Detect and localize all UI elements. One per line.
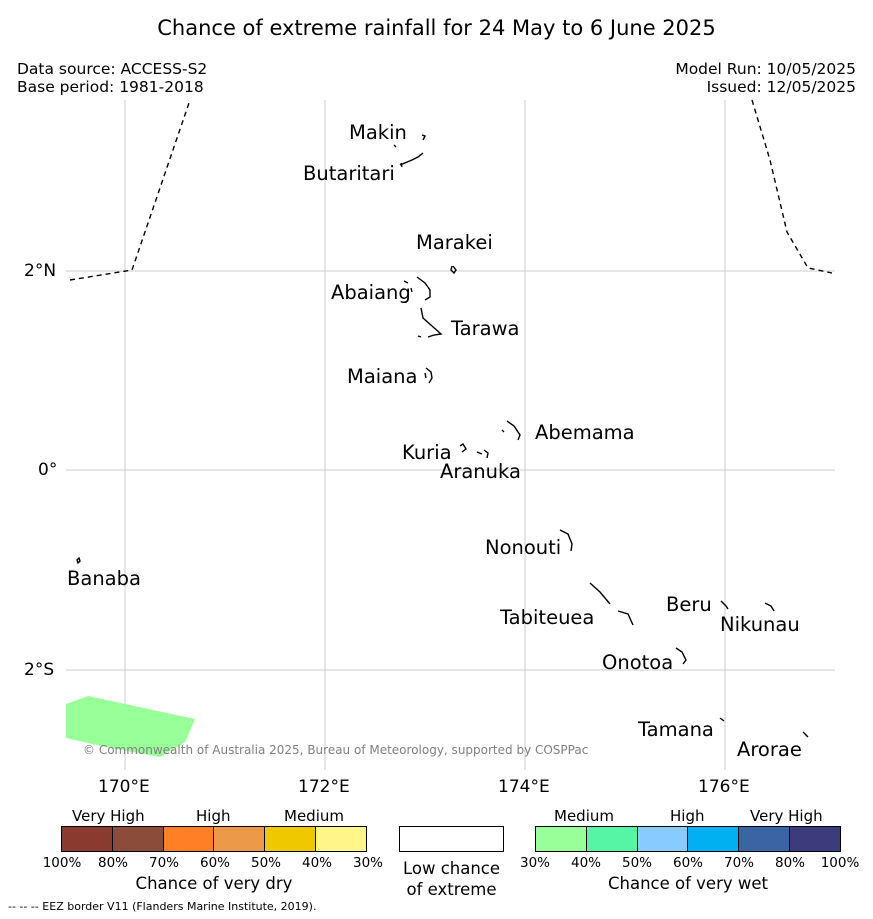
island-abemama <box>501 420 521 441</box>
dry-category-high: High <box>196 807 231 825</box>
place-label-abemama: Abemama <box>535 421 635 444</box>
lat-label-2s: 2°S <box>24 660 55 680</box>
place-label-nikunau: Nikunau <box>720 613 800 636</box>
lat-label-0: 0° <box>38 460 58 480</box>
dry-category-medium: Medium <box>284 807 344 825</box>
wet-tick: 60% <box>672 855 703 871</box>
place-label-tabiteuea: Tabiteuea <box>500 606 595 629</box>
island-marakei <box>450 265 457 275</box>
place-label-kuria: Kuria <box>402 441 452 464</box>
place-label-onotoa: Onotoa <box>602 651 674 674</box>
model-run: Model Run: 10/05/2025 <box>675 60 856 78</box>
wet-color-swatch <box>636 827 688 851</box>
wet-category-very-high: Very High <box>750 807 823 825</box>
lat-label-2n: 2°N <box>24 261 57 281</box>
dry-color-swatch <box>162 827 214 851</box>
dry-tick: 80% <box>97 855 128 871</box>
wet-category-medium: Medium <box>554 807 614 825</box>
wet-legend-title: Chance of very wet <box>608 874 768 893</box>
island-tarawa <box>417 307 443 338</box>
dry-color-swatch <box>111 827 163 851</box>
island-arorae <box>802 731 809 738</box>
eez-border-east <box>751 99 833 274</box>
place-label-maiana: Maiana <box>347 365 418 388</box>
island-tamana <box>719 717 725 722</box>
dry-category-very-high: Very High <box>72 807 145 825</box>
island-maiana <box>424 367 433 384</box>
island-banaba <box>76 556 81 565</box>
dry-legend-title: Chance of very dry <box>135 874 293 893</box>
wet-tick: 70% <box>723 855 754 871</box>
eez-border-west <box>69 99 191 281</box>
wet-color-swatch <box>789 827 840 851</box>
graticule <box>66 100 835 770</box>
dry-tick: 40% <box>301 855 332 871</box>
eez-border-note: -- -- -- EEZ border V11 (Flanders Marine… <box>8 900 317 913</box>
place-label-beru: Beru <box>666 593 712 616</box>
island-beru <box>720 600 729 610</box>
copyright-notice: © Commonwealth of Australia 2025, Bureau… <box>83 743 589 757</box>
place-label-nonouti: Nonouti <box>485 536 562 559</box>
wet-color-swatch <box>536 827 586 851</box>
low-chance-label-line2: of extreme <box>406 880 497 899</box>
dry-color-swatch <box>62 827 112 851</box>
island-butaritari <box>399 152 424 168</box>
lon-label-170e: 170°E <box>98 777 150 797</box>
dry-color-swatch <box>264 827 316 851</box>
low-chance-swatch <box>399 826 504 852</box>
dry-color-swatch <box>213 827 265 851</box>
island-onotoa <box>675 647 687 665</box>
wet-color-swatch <box>687 827 739 851</box>
map-title: Chance of extreme rainfall for 24 May to… <box>157 16 716 40</box>
island-nikunau <box>764 602 775 612</box>
place-label-butaritari: Butaritari <box>303 162 395 185</box>
place-label-banaba: Banaba <box>67 567 141 590</box>
wet-tick: 40% <box>570 855 601 871</box>
place-label-arorae: Arorae <box>737 738 802 761</box>
dry-tick: 60% <box>199 855 230 871</box>
island-nonouti <box>559 529 573 552</box>
lon-label-174e: 174°E <box>498 777 550 797</box>
island-abaiang <box>403 276 431 301</box>
wet-tick: 100% <box>820 855 860 871</box>
wet-tick: 50% <box>621 855 652 871</box>
wet-tick: 80% <box>774 855 805 871</box>
low-chance-label-line1: Low chance <box>402 859 501 878</box>
dry-tick: 50% <box>250 855 281 871</box>
island-tabiteuea <box>589 582 634 626</box>
place-label-tamana: Tamana <box>638 718 714 741</box>
wet-color-swatch <box>738 827 790 851</box>
lon-label-172e: 172°E <box>298 777 350 797</box>
place-label-makin: Makin <box>349 121 407 144</box>
place-label-abaiang: Abaiang <box>331 281 411 304</box>
base-period: Base period: 1981-2018 <box>17 78 204 96</box>
wet-category-high: High <box>670 807 705 825</box>
issued-date: Issued: 12/05/2025 <box>706 78 856 96</box>
dry-color-swatch <box>315 827 366 851</box>
lon-label-176e: 176°E <box>698 777 750 797</box>
place-label-aranuka: Aranuka <box>440 460 521 483</box>
place-label-marakei: Marakei <box>416 231 493 254</box>
island-makin <box>393 134 426 148</box>
wet-colorbar <box>535 826 841 852</box>
dry-tick: 30% <box>352 855 383 871</box>
dry-tick: 70% <box>148 855 179 871</box>
place-label-tarawa: Tarawa <box>451 317 520 340</box>
wet-medium-area <box>66 696 195 757</box>
wet-tick: 30% <box>519 855 550 871</box>
data-source: Data source: ACCESS-S2 <box>17 60 208 78</box>
eez-border <box>69 99 833 281</box>
wet-color-swatch <box>585 827 637 851</box>
dry-tick: 100% <box>42 855 82 871</box>
islands <box>76 134 809 738</box>
dry-colorbar <box>61 826 367 852</box>
island-kuria-aranuka <box>459 443 489 459</box>
